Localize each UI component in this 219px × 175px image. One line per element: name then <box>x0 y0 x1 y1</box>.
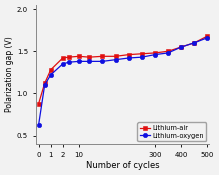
Lithium-air <box>114 55 117 57</box>
Lithium-air <box>154 52 156 54</box>
Legend: Lithium-air, Lithium-oxygen: Lithium-air, Lithium-oxygen <box>137 122 206 141</box>
Lithium-air <box>88 56 91 58</box>
Lithium-air <box>127 54 130 56</box>
X-axis label: Number of cycles: Number of cycles <box>86 161 159 170</box>
Lithium-oxygen <box>206 37 209 39</box>
Lithium-oxygen <box>180 46 182 48</box>
Y-axis label: Polarization gap (V): Polarization gap (V) <box>5 37 14 112</box>
Line: Lithium-oxygen: Lithium-oxygen <box>36 36 210 127</box>
Lithium-air <box>37 103 40 105</box>
Lithium-air <box>167 50 169 52</box>
Lithium-air <box>101 55 104 57</box>
Lithium-oxygen <box>67 61 70 63</box>
Lithium-air <box>62 57 64 59</box>
Lithium-air <box>49 69 52 71</box>
Lithium-oxygen <box>193 42 196 44</box>
Lithium-oxygen <box>43 84 46 86</box>
Lithium-oxygen <box>167 52 169 54</box>
Lithium-oxygen <box>88 60 91 62</box>
Lithium-oxygen <box>62 63 64 65</box>
Lithium-air <box>180 46 182 48</box>
Lithium-air <box>78 55 80 57</box>
Line: Lithium-air: Lithium-air <box>36 34 210 106</box>
Lithium-oxygen <box>141 56 143 58</box>
Lithium-air <box>67 56 70 58</box>
Lithium-air <box>193 42 196 44</box>
Lithium-air <box>141 53 143 55</box>
Lithium-oxygen <box>49 74 52 76</box>
Lithium-oxygen <box>114 59 117 61</box>
Lithium-oxygen <box>78 60 80 62</box>
Lithium-air <box>43 82 46 84</box>
Lithium-oxygen <box>37 124 40 126</box>
Lithium-air <box>206 35 209 37</box>
Lithium-oxygen <box>101 60 104 62</box>
Lithium-oxygen <box>154 54 156 56</box>
Lithium-oxygen <box>127 57 130 59</box>
